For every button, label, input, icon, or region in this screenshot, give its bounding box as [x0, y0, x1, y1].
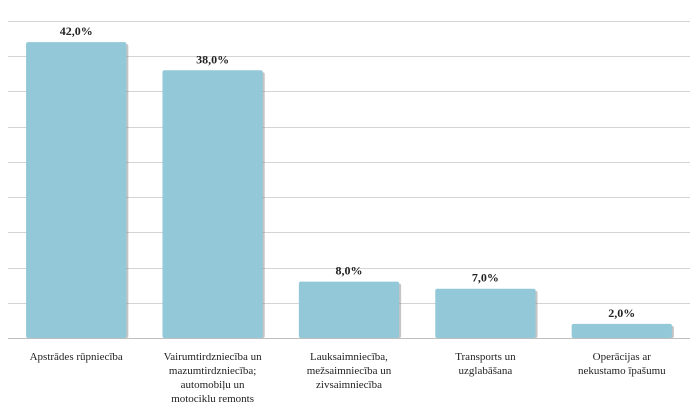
category-label-2: Lauksaimniecība, mežsaimniecība un zivsaim… [307, 351, 392, 391]
data-labels: 42,0% 38,0% 8,0% 7,0% 2,0% [60, 24, 636, 320]
category-label-0-line-0: Apstrādes rūpniecība [30, 351, 123, 363]
data-label-1: 38,0% [196, 52, 229, 66]
category-label-1-line-2: automobiļu un [181, 379, 245, 391]
category-label-2-line-1: mežsaimniecība un [307, 365, 392, 377]
category-label-1: Vairumtirdzniecība un mazumtirdzniecība; a… [164, 351, 263, 405]
bar-0 [26, 42, 127, 339]
bars [26, 42, 674, 339]
category-label-1-line-1: mazumtirdzniecība; [169, 365, 256, 377]
category-label-2-line-2: zivsaimniecība [316, 379, 382, 391]
category-label-4-line-0: Operācijas ar [593, 351, 652, 363]
bar-3 [435, 288, 536, 338]
category-label-4-line-1: nekustamo īpašumu [578, 365, 666, 377]
category-label-2-line-0: Lauksaimniecība, [310, 351, 388, 363]
category-label-3-line-1: uzglabāšana [459, 365, 513, 377]
data-label-4: 2,0% [608, 306, 635, 320]
category-label-1-line-0: Vairumtirdzniecība un [164, 351, 263, 363]
data-label-0: 42,0% [60, 24, 93, 38]
bar-1 [162, 70, 263, 339]
category-label-4: Operācijas ar nekustamo īpašumu [578, 351, 666, 377]
category-label-3-line-0: Transports un [455, 351, 516, 363]
bar-4 [571, 323, 672, 338]
category-label-1-line-3: motociklu remonts [171, 393, 254, 405]
category-label-3: Transports un uzglabāšana [455, 351, 516, 377]
data-label-3: 7,0% [472, 271, 499, 285]
category-label-0: Apstrādes rūpniecība [30, 351, 123, 363]
category-labels: Apstrādes rūpniecība Vairumtirdzniecība u… [30, 351, 667, 405]
data-label-2: 8,0% [336, 264, 363, 278]
bar-2 [298, 281, 400, 338]
